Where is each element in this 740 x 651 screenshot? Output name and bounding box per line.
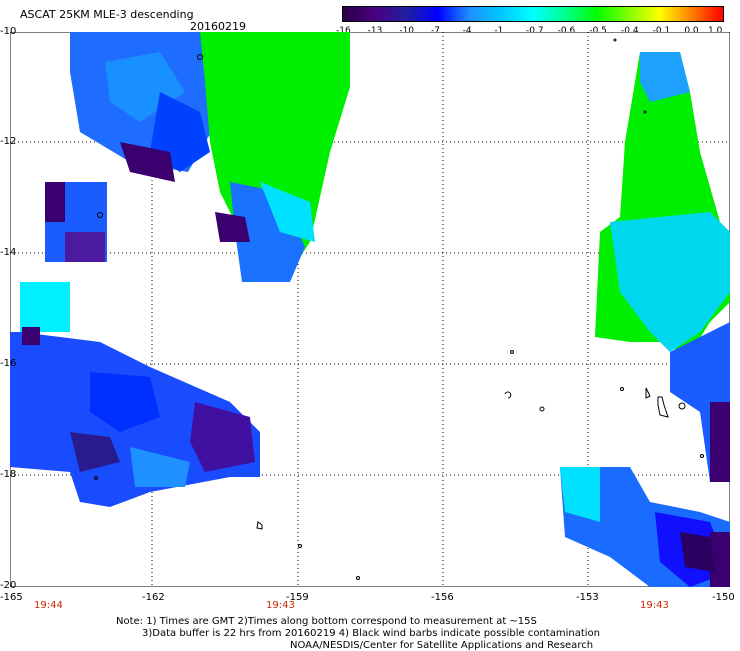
swath-bottom-left [10, 282, 260, 507]
lat-label-16: -16 [0, 358, 17, 369]
colorbar-tick: 1.0 [708, 26, 723, 36]
map-date: 20160219 [190, 20, 246, 33]
colorbar-tick: -16 [336, 26, 351, 36]
colorbar-tick: -7 [431, 26, 440, 36]
swath-map [10, 32, 730, 587]
colorbar-tick: 0.0 [684, 26, 699, 36]
lon-label-162: -162 [142, 592, 165, 603]
time-label-3: 19:43 [640, 600, 669, 611]
lat-label-20: -20 [0, 580, 17, 591]
swath-top-center [70, 32, 350, 282]
note-line-1: Note: 1) Times are GMT 2)Times along bot… [116, 616, 537, 627]
time-label-1: 19:44 [34, 600, 63, 611]
note-line-3: NOAA/NESDIS/Center for Satellite Applica… [290, 640, 594, 651]
lat-label-18: -18 [0, 469, 17, 480]
lat-label-10: -10 [0, 26, 17, 37]
lon-label-153: -153 [576, 592, 599, 603]
lon-label-150: -150 [712, 592, 735, 603]
colorbar-tick: -0.5 [589, 26, 607, 36]
colorbar-tick: -0.6 [557, 26, 576, 36]
lat-label-14: -14 [0, 247, 17, 258]
colorbar-tick: -13 [367, 26, 383, 36]
colorbar-tick: -4 [462, 26, 472, 36]
lon-label-156: -156 [431, 592, 454, 603]
lon-label-159: -159 [286, 592, 309, 603]
note-line-2: 3)Data buffer is 22 hrs from 20160219 4)… [142, 628, 600, 639]
map-title: ASCAT 25KM MLE-3 descending [20, 8, 194, 21]
lon-label-165: -165 [0, 592, 23, 603]
colorbar [342, 6, 724, 22]
time-label-2: 19:43 [266, 600, 295, 611]
colorbar-tick: -1 [494, 26, 504, 36]
lat-label-12: -12 [0, 136, 17, 147]
swath-right [560, 52, 730, 587]
colorbar-tick: -0.7 [526, 26, 544, 36]
swath-left-small [45, 182, 107, 262]
colorbar-tick: -0.1 [652, 26, 671, 36]
colorbar-tick: -10 [399, 26, 415, 36]
islands [94, 38, 704, 580]
colorbar-tick: -0.4 [621, 26, 639, 36]
